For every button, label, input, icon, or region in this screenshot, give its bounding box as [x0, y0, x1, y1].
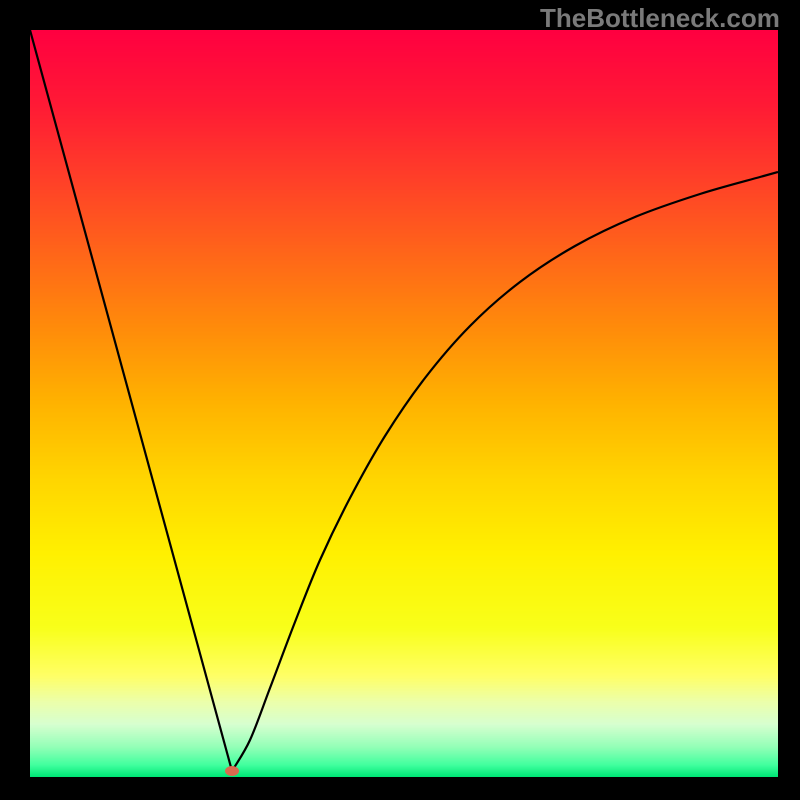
watermark-text: TheBottleneck.com: [540, 3, 780, 34]
chart-container: TheBottleneck.com: [0, 0, 800, 800]
curve-right-branch: [232, 172, 778, 771]
minimum-marker: [225, 766, 239, 776]
curve-left-branch: [30, 30, 232, 771]
chart-svg: [0, 0, 800, 800]
